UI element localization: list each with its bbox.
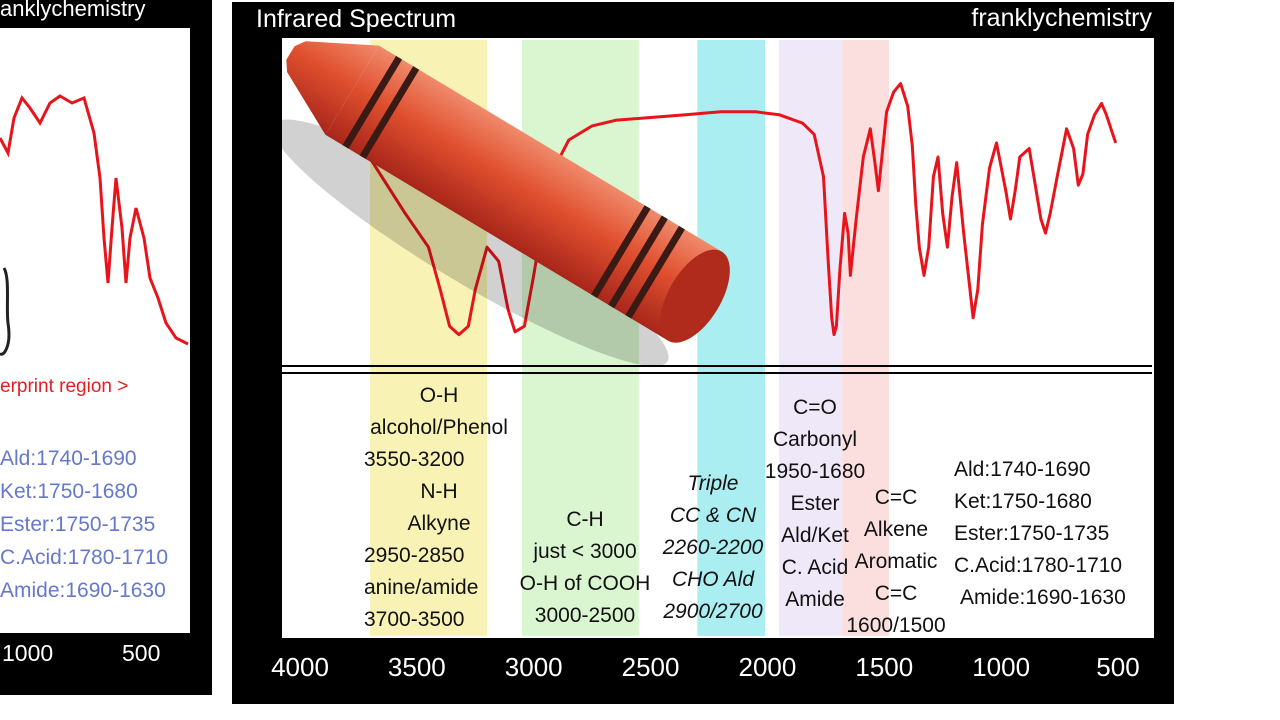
left-carbonyl-item: Amide:1690-1630 <box>0 579 166 602</box>
annotation-line: 3000-2500 <box>534 604 636 627</box>
annotation-line: just < 3000 <box>533 540 637 563</box>
carbonyl-list-item: Ket:1750-1680 <box>954 490 1092 513</box>
annotation-line: C=O <box>793 396 837 419</box>
annotation-line: anine/amide <box>364 576 479 599</box>
annotation-line: CC & CN <box>669 504 757 527</box>
left-carbonyl-item: Ester:1750-1735 <box>0 513 156 536</box>
annotation-line: Amide <box>785 588 845 611</box>
annotation-line: N-H <box>420 480 458 503</box>
left-panel-brand: anklychemistry <box>0 0 146 21</box>
annotation-line: alcohol/Phenol <box>370 416 508 439</box>
annotation-line: O-H <box>419 384 459 407</box>
annotation-line: C. Acid <box>781 556 849 579</box>
y-tick-label: 50 <box>249 206 276 233</box>
alkene-annotation: C=C Alkene Aromatic C=C 1600/1500 <box>838 482 954 642</box>
annotation-line: 3550-3200 <box>364 448 465 471</box>
left-spectrum <box>0 94 189 356</box>
annotation-line: Aromatic <box>854 550 938 573</box>
left-x-tick: 500 <box>122 640 161 666</box>
chart-title: Infrared Spectrum <box>256 5 457 33</box>
annotation-line: 2950-2850 <box>364 544 465 567</box>
left-spectrum-line <box>0 94 189 346</box>
left-carbonyl-item: C.Acid:1780-1710 <box>0 546 169 569</box>
carbonyl-list-item: Ald:1740-1690 <box>954 458 1091 481</box>
y-tick-label: 100 <box>236 65 276 92</box>
region-band <box>779 40 843 636</box>
annotation-line: 1600/1500 <box>846 614 946 637</box>
annotation-line: C=C <box>874 582 918 605</box>
x-tick-label: 1000 <box>972 652 1031 682</box>
annotation-line: Ald/Ket <box>781 524 849 547</box>
annotation-line: Alkene <box>863 518 929 541</box>
oh-annotation: O-H alcohol/Phenol 3550-3200 N-H Alkyne … <box>364 380 514 636</box>
left-carbonyl-item: Ald:1740-1690 <box>0 447 137 470</box>
annotation-line: 1950-1680 <box>764 460 866 483</box>
annotation-line: C=C <box>874 486 918 509</box>
y-tick-label: 0 <box>263 347 276 374</box>
annotation-line: Carbonyl <box>772 428 858 451</box>
region-band <box>697 40 766 636</box>
carbonyl-annotation: C=O Carbonyl 1950-1680 Ester Ald/Ket C. … <box>760 392 870 616</box>
x-tick-label: 4000 <box>271 652 329 682</box>
annotation-line: CHO Ald <box>671 568 755 591</box>
y-tick-labels: 0 50 100 <box>236 65 276 374</box>
carbonyl-list: Ald:1740-1690 Ket:1750-1680 Ester:1750-1… <box>954 454 1144 614</box>
triple-annotation: Triple CC & CN 2260-2200 CHO Ald 2900/27… <box>658 468 768 628</box>
ch-annotation: C-H just < 3000 O-H of COOH 3000-2500 <box>510 504 660 632</box>
annotation-line: Ester <box>790 492 840 515</box>
x-tick-label: 3500 <box>387 652 446 682</box>
x-tick-label: 3000 <box>504 652 563 682</box>
spectrum-line <box>317 82 1118 337</box>
region-band <box>522 40 639 636</box>
annotation-line: C-H <box>566 508 604 531</box>
x-tick-label: 2500 <box>621 652 680 682</box>
annotation-line: Alkyne <box>407 512 471 535</box>
carbonyl-list-item: Ester:1750-1735 <box>954 522 1110 545</box>
left-panel: anklychemistry erprint region > Ald:1740… <box>0 0 212 695</box>
annotation-line: O-H of COOH <box>519 572 651 595</box>
annotation-line: 2260-2200 <box>662 536 764 559</box>
x-tick-label: 2000 <box>738 652 797 682</box>
left-handwriting <box>0 267 11 356</box>
left-carbonyl-item: Ket:1750-1680 <box>0 480 138 503</box>
carbonyl-list-item: Amide:1690-1630 <box>960 586 1126 609</box>
region-band <box>842 40 889 636</box>
x-tick-label: 1500 <box>855 652 914 682</box>
left-panel-plot: erprint region > Ald:1740-1690 Ket:1750-… <box>0 28 190 633</box>
spectrum-series <box>317 82 1118 337</box>
fingerprint-region-label: erprint region > <box>0 376 129 397</box>
annotation-line: 3700-3500 <box>364 608 465 631</box>
brand-label: franklychemistry <box>971 4 1152 32</box>
left-carbonyl-list: Ald:1740-1690 Ket:1750-1680 Ester:1750-1… <box>0 442 168 607</box>
left-x-tick: 1000 <box>2 640 54 666</box>
annotation-line: Triple <box>687 472 739 495</box>
carbonyl-list-item: C.Acid:1780-1710 <box>954 554 1123 577</box>
x-tick-label: 500 <box>1096 652 1140 682</box>
annotation-line: 2900/2700 <box>663 600 763 623</box>
